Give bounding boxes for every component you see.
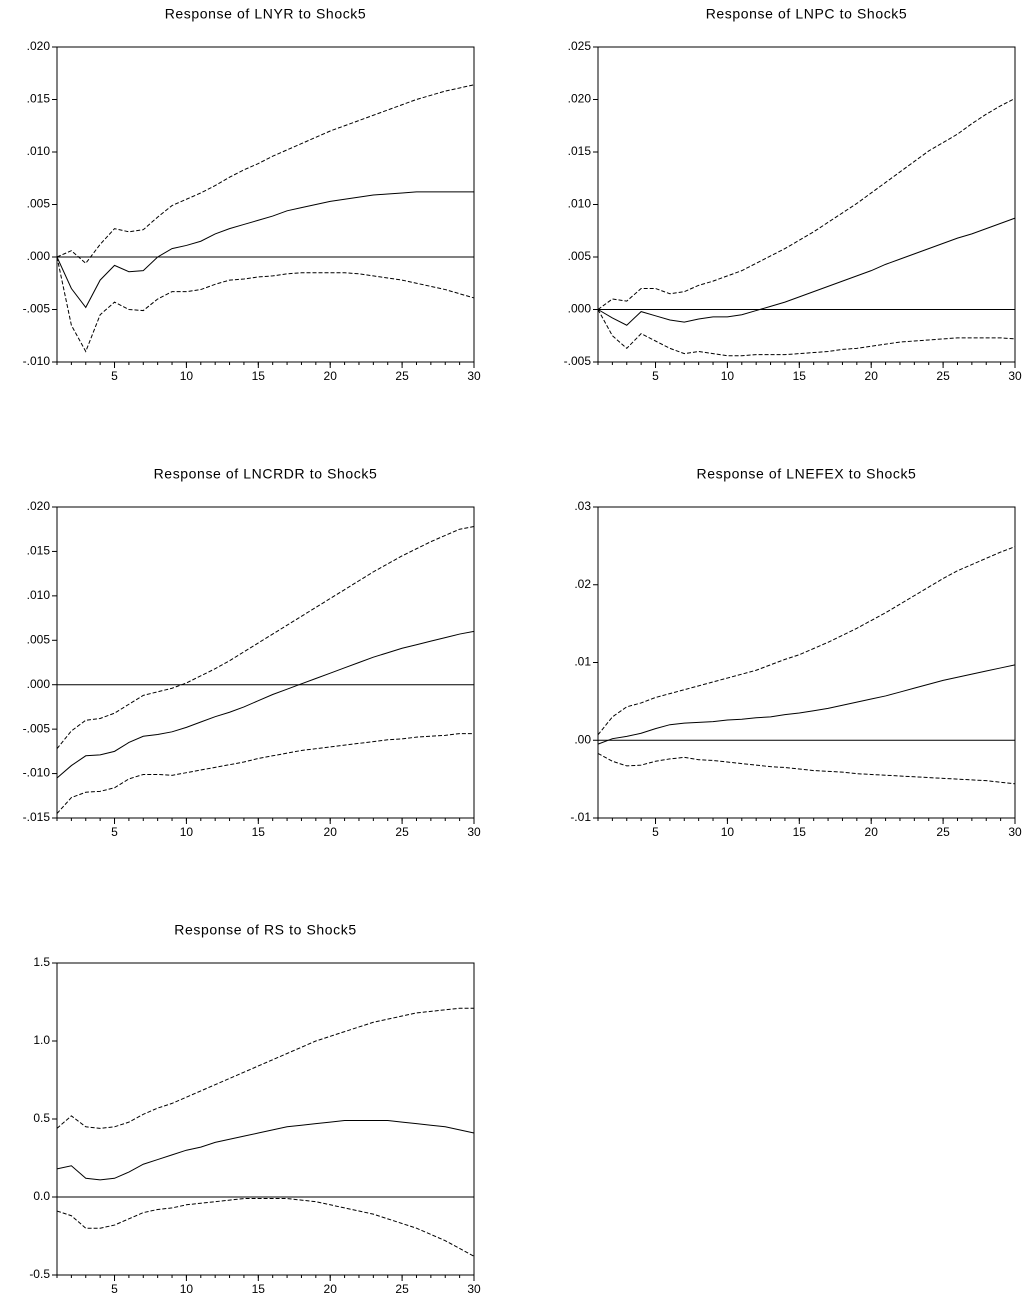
- x-tick-label: 5: [111, 825, 118, 839]
- response-line: [56, 1120, 475, 1181]
- response-line: [56, 191, 474, 309]
- x-tick-label: 10: [721, 369, 735, 383]
- panel: Response of LNPC to Shock5 5 10 15 20 25 30 -.0…: [564, 6, 1022, 383]
- confidence-band: [56, 84, 475, 265]
- y-tick-label: .015: [568, 144, 592, 158]
- x-tick-label: 25: [395, 369, 409, 383]
- y-tick-label: -.005: [23, 302, 51, 316]
- y-tick-label: .000: [27, 677, 51, 691]
- y-tick-label: .010: [568, 197, 592, 211]
- panel: Response of LNYR to Shock5 5 10 15 20 25 30 -.0…: [23, 6, 481, 383]
- plot-frame: [56, 962, 475, 1276]
- x-tick-label: 30: [467, 1282, 481, 1296]
- y-tick-label: .02: [574, 577, 591, 591]
- x-tick-label: 20: [865, 369, 879, 383]
- x-tick-label: 10: [180, 1282, 194, 1296]
- confidence-band: [56, 526, 475, 750]
- x-tick-label: 10: [180, 369, 194, 383]
- panel: Response of LNEFEX to Shock5 5 10 15 20 25 30 -…: [570, 466, 1022, 839]
- x-tick-label: 30: [467, 369, 481, 383]
- panel-title: Response of LNPC to Shock5: [706, 6, 908, 22]
- y-tick-label: -.005: [23, 721, 51, 735]
- confidence-band: [597, 309, 1016, 357]
- x-tick-label: 30: [1008, 825, 1022, 839]
- x-tick-label: 5: [111, 1282, 118, 1296]
- x-tick-label: 25: [395, 825, 409, 839]
- y-tick-label: 0.5: [33, 1111, 50, 1125]
- x-tick-label: 25: [395, 1282, 409, 1296]
- x-tick-label: 5: [652, 825, 659, 839]
- x-tick-label: 15: [793, 825, 807, 839]
- confidence-band: [597, 98, 1016, 310]
- x-tick-label: 30: [467, 825, 481, 839]
- y-tick-label: .005: [27, 632, 51, 646]
- response-line: [597, 217, 1016, 326]
- y-tick-label: .010: [27, 144, 51, 158]
- panel-title: Response of LNCRDR to Shock5: [154, 466, 378, 482]
- x-tick-label: 10: [180, 825, 194, 839]
- y-tick-label: 1.5: [33, 955, 50, 969]
- response-line: [56, 630, 475, 779]
- panel: Response of RS to Shock5 5 10 15 20 25 30 -0.5 0…: [29, 922, 481, 1296]
- x-tick-label: 25: [936, 369, 950, 383]
- confidence-band: [597, 546, 1016, 736]
- panel-title: Response of RS to Shock5: [174, 922, 357, 938]
- x-tick-label: 15: [793, 369, 807, 383]
- panel-title: Response of LNYR to Shock5: [165, 6, 367, 22]
- y-tick-label: .015: [27, 544, 51, 558]
- y-tick-label: .01: [574, 655, 591, 669]
- response-line: [597, 664, 1016, 745]
- plot-frame: [56, 506, 475, 819]
- x-tick-label: 5: [652, 369, 659, 383]
- y-tick-label: -.01: [570, 810, 591, 824]
- x-tick-label: 5: [111, 369, 118, 383]
- y-tick-label: -0.5: [29, 1267, 50, 1281]
- x-tick-label: 25: [936, 825, 950, 839]
- plot-frame: [56, 46, 475, 363]
- y-tick-label: 1.0: [33, 1033, 50, 1047]
- y-tick-label: -.015: [23, 810, 51, 824]
- y-tick-label: -.010: [23, 354, 51, 368]
- y-tick-label: .005: [568, 249, 592, 263]
- y-tick-label: .000: [568, 302, 592, 316]
- confidence-band: [597, 753, 1016, 785]
- plot-frame: [597, 506, 1016, 819]
- confidence-band: [56, 1007, 474, 1129]
- y-tick-label: .015: [27, 92, 51, 106]
- x-tick-label: 10: [721, 825, 735, 839]
- y-tick-label: .000: [27, 249, 51, 263]
- x-tick-label: 15: [252, 369, 266, 383]
- y-tick-label: 0.0: [33, 1189, 50, 1203]
- y-tick-label: .010: [27, 588, 51, 602]
- confidence-band: [56, 1198, 475, 1257]
- confidence-band: [56, 733, 474, 814]
- y-tick-label: .020: [568, 92, 592, 106]
- x-tick-label: 15: [252, 1282, 266, 1296]
- y-tick-label: -.005: [564, 354, 592, 368]
- y-tick-label: .005: [27, 197, 51, 211]
- plot-frame: [597, 46, 1016, 363]
- panel: Response of LNCRDR to Shock5 5 10 15 20 25 30 -…: [23, 466, 481, 839]
- x-tick-label: 20: [324, 1282, 338, 1296]
- confidence-band: [56, 256, 475, 353]
- x-tick-label: 20: [324, 369, 338, 383]
- y-tick-label: .025: [568, 39, 592, 53]
- y-tick-label: .020: [27, 499, 51, 513]
- y-tick-label: -.010: [23, 766, 51, 780]
- y-tick-label: .020: [27, 39, 51, 53]
- x-tick-label: 20: [865, 825, 879, 839]
- x-tick-label: 30: [1008, 369, 1022, 383]
- y-tick-label: .00: [574, 732, 591, 746]
- y-tick-label: .03: [574, 499, 591, 513]
- panel-title: Response of LNEFEX to Shock5: [697, 466, 917, 482]
- x-tick-label: 20: [324, 825, 338, 839]
- x-tick-label: 15: [252, 825, 266, 839]
